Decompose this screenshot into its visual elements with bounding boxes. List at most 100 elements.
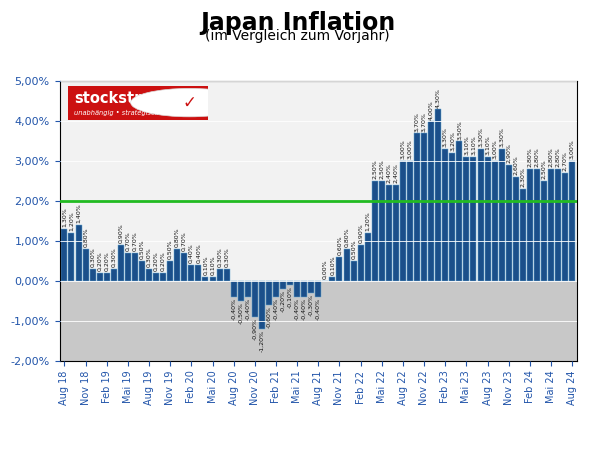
Bar (350, 261, 356, 281)
Bar (330, 277, 336, 281)
Text: 3,30%: 3,30% (478, 128, 483, 147)
Text: 0,50%: 0,50% (351, 240, 356, 259)
Text: 2,90%: 2,90% (506, 143, 511, 163)
Bar (548, 169, 554, 281)
Text: 0,80%: 0,80% (83, 228, 88, 247)
Bar (343, 249, 349, 281)
Text: 0,50%: 0,50% (139, 240, 145, 259)
Text: 0,40%: 0,40% (189, 244, 194, 263)
Bar (337, 257, 343, 281)
Text: 2,80%: 2,80% (527, 148, 533, 167)
Text: 4,00%: 4,00% (428, 100, 434, 120)
Text: -0,50%: -0,50% (238, 303, 243, 324)
Text: 0,30%: 0,30% (111, 248, 116, 267)
Bar (125, 253, 131, 281)
Bar (569, 161, 575, 281)
Text: 0,20%: 0,20% (104, 252, 109, 272)
Text: -1,20%: -1,20% (259, 331, 264, 352)
Bar (506, 165, 512, 281)
Bar (231, 281, 237, 297)
Bar (224, 269, 230, 281)
Text: 3,10%: 3,10% (464, 136, 469, 156)
Bar (189, 265, 195, 281)
Bar (308, 281, 314, 293)
Bar (153, 273, 159, 281)
Text: 3,50%: 3,50% (457, 120, 462, 139)
Bar (301, 281, 307, 297)
Bar (167, 261, 173, 281)
Text: 0,40%: 0,40% (196, 244, 201, 263)
Text: 2,80%: 2,80% (534, 148, 540, 167)
Text: 0,20%: 0,20% (161, 252, 165, 272)
Text: 0,90%: 0,90% (118, 224, 123, 244)
Text: 2,80%: 2,80% (556, 148, 560, 167)
Text: 3,20%: 3,20% (450, 132, 455, 152)
Bar (273, 281, 279, 297)
Text: 2,60%: 2,60% (513, 156, 518, 175)
Text: (im Vergleich zum Vorjahr): (im Vergleich zum Vorjahr) (205, 29, 390, 43)
Bar (104, 273, 109, 281)
Bar (287, 281, 293, 285)
Text: 3,10%: 3,10% (471, 136, 476, 156)
Bar (280, 281, 286, 289)
Text: 2,50%: 2,50% (372, 160, 377, 179)
Text: -0,40%: -0,40% (274, 299, 278, 321)
Bar (181, 253, 187, 281)
Text: 2,40%: 2,40% (393, 164, 399, 184)
Text: 1,20%: 1,20% (365, 212, 370, 231)
Bar (513, 177, 519, 281)
Bar (111, 269, 117, 281)
Bar (534, 169, 540, 281)
Bar (499, 149, 505, 281)
Bar (393, 185, 399, 281)
Text: Japan Inflation: Japan Inflation (200, 11, 395, 35)
Text: 3,00%: 3,00% (570, 140, 575, 160)
Bar (238, 281, 244, 301)
Bar (174, 249, 180, 281)
Text: 3,30%: 3,30% (499, 128, 504, 147)
Bar (217, 269, 223, 281)
Bar (160, 273, 166, 281)
Text: 0,20%: 0,20% (97, 252, 102, 272)
Text: -0,40%: -0,40% (295, 299, 300, 321)
Text: 0,30%: 0,30% (224, 248, 229, 267)
Text: 3,70%: 3,70% (415, 112, 419, 132)
Bar (315, 281, 321, 297)
Bar (407, 161, 413, 281)
Bar (562, 173, 568, 281)
Text: 2,30%: 2,30% (521, 168, 525, 188)
Text: 0,30%: 0,30% (146, 248, 152, 267)
Bar (97, 273, 103, 281)
Text: 3,00%: 3,00% (400, 140, 405, 160)
Text: -0,10%: -0,10% (287, 286, 293, 308)
Bar (449, 153, 455, 281)
Bar (471, 157, 477, 281)
Text: 0,30%: 0,30% (90, 248, 95, 267)
Text: -0,30%: -0,30% (309, 295, 314, 317)
Bar (464, 157, 469, 281)
Text: 0,30%: 0,30% (217, 248, 222, 267)
Bar (245, 281, 251, 297)
Text: 2,80%: 2,80% (549, 148, 553, 167)
Bar (60, 81, 577, 281)
Bar (195, 265, 202, 281)
Text: 0,70%: 0,70% (133, 232, 137, 251)
Bar (456, 141, 462, 281)
Circle shape (131, 88, 248, 117)
Text: -0,40%: -0,40% (231, 299, 236, 321)
Bar (252, 281, 258, 317)
Text: 4,30%: 4,30% (436, 87, 441, 107)
Text: -0,20%: -0,20% (281, 290, 286, 313)
Text: 0,80%: 0,80% (344, 228, 349, 247)
Bar (61, 229, 67, 281)
Bar (259, 281, 265, 329)
Text: 3,30%: 3,30% (443, 128, 448, 147)
Text: 2,50%: 2,50% (379, 160, 384, 179)
Bar (484, 157, 491, 281)
Bar (365, 233, 371, 281)
Text: 0,90%: 0,90% (358, 224, 363, 244)
Text: 0,00%: 0,00% (323, 260, 328, 279)
Text: unabhängig • strategisch • trefflicher: unabhängig • strategisch • trefflicher (74, 110, 200, 116)
Text: 3,00%: 3,00% (492, 140, 497, 160)
Bar (139, 261, 145, 281)
